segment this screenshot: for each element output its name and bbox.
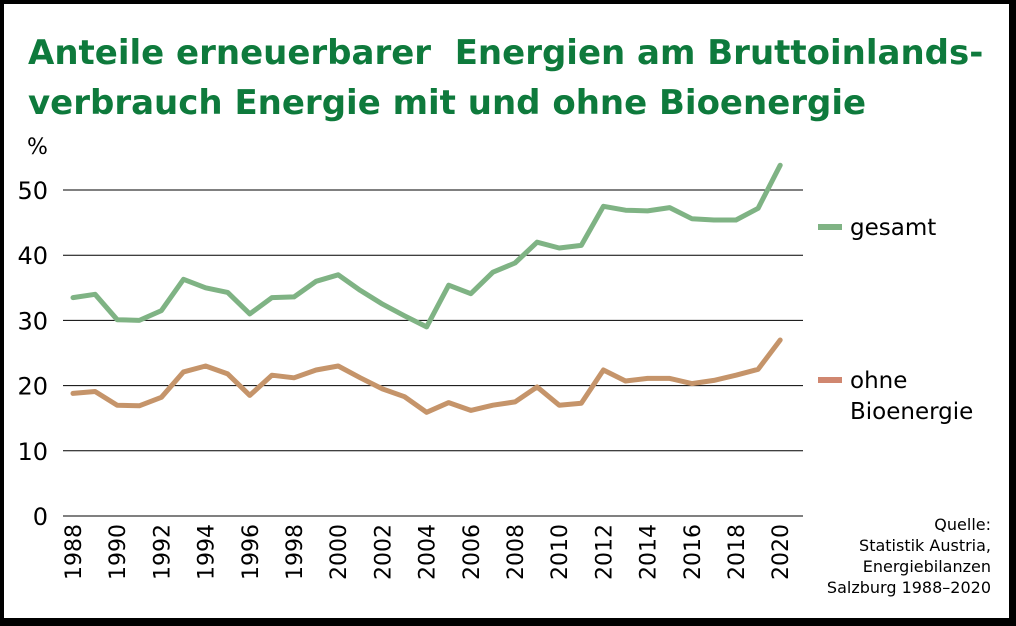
legend-label: Bioenergie [850,399,973,425]
y-tick-label: 50 [17,177,48,205]
x-axis-ticks: 1988 1990 1992 1994 1996 1998 2000 2002 2004 2006… [62,524,794,580]
legend-label: ohne [850,368,907,394]
y-tick-label: 10 [17,438,48,466]
x-tick-label: 1992 [150,524,175,580]
chart-title: Anteile erneuerbarer Energien am Bruttoi… [28,28,988,128]
source-line-3: Energiebilanzen [862,557,991,576]
source-line-4: Salzburg 1988–2020 [826,578,991,597]
series-line-gesamt [70,162,783,330]
x-tick-label: 1996 [239,524,264,580]
x-tick-label: 2002 [371,524,396,580]
x-tick-label: 2010 [548,524,573,580]
x-tick-label: 2014 [637,524,662,580]
x-tick-label: 2004 [416,524,441,580]
x-tick-label: 1994 [195,524,220,580]
title-line-1: Anteile erneuerbarer Energien am Bruttoi… [28,33,984,73]
y-axis-unit: % [27,135,48,160]
title-line-2: verbrauch Energie mit und ohne Bioenergi… [28,83,867,123]
x-tick-label: 2006 [460,524,485,580]
y-tick-label: 20 [17,373,48,401]
x-tick-label: 2020 [769,524,794,580]
x-tick-label: 1990 [106,524,131,580]
x-tick-label: 2012 [592,524,617,580]
x-tick-label: 2008 [504,524,529,580]
legend: gesamt ohne Bioenergie [818,215,973,425]
source-line-2: Statistik Austria, [859,536,991,555]
y-tick-label: 40 [17,242,48,270]
x-tick-label: 2018 [725,524,750,580]
series-line-ohne-bioenergie [70,337,783,415]
x-tick-label: 1998 [283,524,308,580]
y-axis-ticks: 0 10 20 30 40 50 [17,177,48,531]
x-tick-label: 2000 [327,524,352,580]
y-tick-label: 30 [17,307,48,335]
source-note: Quelle: Statistik Austria, Energiebilanz… [827,514,991,598]
grid-lines [63,189,803,517]
x-tick-label: 2016 [681,524,706,580]
legend-label: gesamt [850,215,936,241]
y-tick-label: 0 [33,503,48,531]
series-lines [70,162,783,415]
source-line-1: Quelle: [934,515,991,534]
x-tick-label: 1988 [62,524,87,580]
